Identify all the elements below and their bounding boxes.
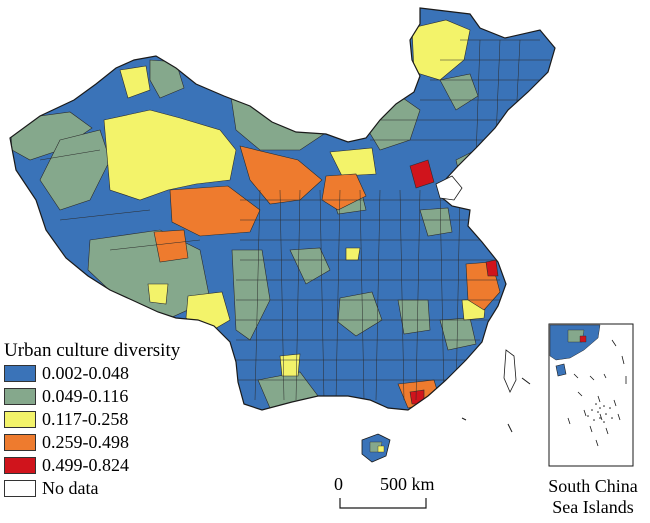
legend-label: 0.117-0.258 xyxy=(42,409,129,429)
region-green xyxy=(39,129,111,211)
legend-swatch xyxy=(4,480,36,497)
region-green xyxy=(419,207,453,237)
region-green xyxy=(289,247,331,285)
legend-item: 0.259-0.498 xyxy=(4,431,230,454)
legend-label: 0.049-0.116 xyxy=(42,386,129,406)
prefecture-boundaries xyxy=(39,39,550,401)
region-red xyxy=(409,159,435,189)
region-yellow xyxy=(103,109,237,201)
hainan-island xyxy=(361,433,391,463)
legend-swatch xyxy=(4,434,36,451)
legend-item: 0.117-0.258 xyxy=(4,408,230,431)
region-green xyxy=(337,291,383,337)
legend-swatch xyxy=(4,411,36,428)
legend-item: No data xyxy=(4,477,230,500)
scale-bar xyxy=(339,498,427,509)
region-orange xyxy=(321,173,367,211)
inset-caption-line1: South China xyxy=(548,476,638,496)
inset-caption: South China Sea Islands xyxy=(537,476,649,518)
region-orange xyxy=(169,185,261,237)
legend: Urban culture diversity 0.002-0.048 0.049… xyxy=(0,340,230,500)
inset-caption-line2: Sea Islands xyxy=(552,497,634,517)
legend-label: 0.259-0.498 xyxy=(42,432,129,452)
region-yellow xyxy=(329,147,377,177)
scale-end-label: 500 km xyxy=(380,474,435,494)
legend-swatch xyxy=(4,365,36,382)
legend-title: Urban culture diversity xyxy=(4,340,181,361)
legend-label: 0.002-0.048 xyxy=(42,363,129,383)
bohai-sea xyxy=(435,175,463,201)
legend-label: No data xyxy=(42,478,99,498)
region-red xyxy=(409,389,425,405)
legend-label: 0.499-0.824 xyxy=(42,455,129,475)
legend-swatch xyxy=(4,388,36,405)
region-yellow xyxy=(279,353,301,377)
legend-swatch xyxy=(4,457,36,474)
legend-items: 0.002-0.048 0.049-0.116 0.117-0.258 0.259-0… xyxy=(0,362,230,500)
legend-item: 0.002-0.048 xyxy=(4,362,230,385)
legend-item: 0.049-0.116 xyxy=(4,385,230,408)
region-yellow xyxy=(147,283,169,305)
legend-item: 0.499-0.824 xyxy=(4,454,230,477)
offshore-boundary-lines xyxy=(461,377,531,433)
region-orange xyxy=(153,229,189,263)
scale-start-label: 0 xyxy=(334,474,343,494)
region-yellow xyxy=(119,65,151,99)
china-outline xyxy=(9,7,556,411)
south-china-sea-inset xyxy=(548,323,634,467)
region-red xyxy=(485,259,499,277)
taiwan-no-data xyxy=(503,349,517,393)
region-yellow xyxy=(345,247,361,261)
